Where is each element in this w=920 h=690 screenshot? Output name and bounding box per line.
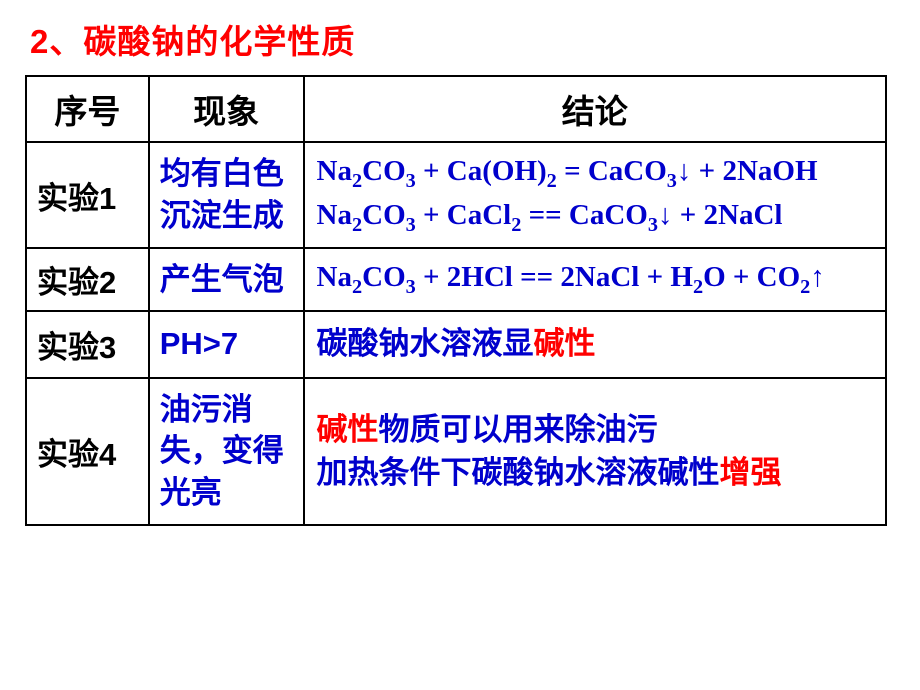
eq1-part: + Ca(OH) [416, 155, 547, 187]
sub: 2 [800, 276, 810, 298]
sub: 3 [406, 170, 416, 192]
cell-index: 实验2 [26, 248, 149, 310]
text-part: 碱性 [317, 412, 379, 447]
eq2-part: == CaCO [521, 199, 648, 231]
eq2-part: + CaCl [416, 199, 511, 231]
sub: 2 [352, 170, 362, 192]
header-conclusion: 结论 [304, 76, 886, 142]
cell-phenom: 产生气泡 [149, 248, 304, 310]
table-row: 实验4 油污消失，变得光亮 碱性物质可以用来除油污 加热条件下碳酸钠水溶液碱性增… [26, 378, 886, 526]
eq-part: O + CO [703, 261, 800, 293]
text-part: 碱性 [534, 326, 596, 361]
sub: 2 [693, 276, 703, 298]
title-number: 2、 [30, 23, 83, 60]
eq1-part: ↓ + 2NaOH [677, 155, 818, 187]
cell-conclusion: 碳酸钠水溶液显碱性 [304, 311, 886, 378]
cell-index: 实验4 [26, 378, 149, 526]
sub: 3 [667, 170, 677, 192]
eq2-part: ↓ + 2NaCl [658, 199, 782, 231]
eq1-part: Na [317, 155, 352, 187]
eq1-part: = CaCO [557, 155, 667, 187]
chemistry-table: 序号 现象 结论 实验1 均有白色沉淀生成 Na2CO3 + Ca(OH)2 =… [25, 75, 887, 526]
table-row: 实验1 均有白色沉淀生成 Na2CO3 + Ca(OH)2 = CaCO3↓ +… [26, 142, 886, 248]
eq2-part: Na [317, 199, 352, 231]
eq-part: CO [362, 261, 406, 293]
eq-part: + 2HCl == 2NaCl + H [416, 261, 693, 293]
cell-conclusion: Na2CO3 + 2HCl == 2NaCl + H2O + CO2↑ [304, 248, 886, 310]
eq-part: Na [317, 261, 352, 293]
text-part: 加热条件下碳酸钠水溶液碱性 [317, 455, 720, 490]
table-header-row: 序号 现象 结论 [26, 76, 886, 142]
cell-conclusion: 碱性物质可以用来除油污 加热条件下碳酸钠水溶液碱性增强 [304, 378, 886, 526]
cell-phenom: 油污消失，变得光亮 [149, 378, 304, 526]
eq2-part: CO [362, 199, 406, 231]
eq-part: ↑ [810, 261, 825, 293]
cell-phenom: 均有白色沉淀生成 [149, 142, 304, 248]
text-part: 碳酸钠水溶液显 [317, 326, 534, 361]
sub: 2 [352, 276, 362, 298]
eq1-part: CO [362, 155, 406, 187]
table-row: 实验3 PH>7 碳酸钠水溶液显碱性 [26, 311, 886, 378]
cell-index: 实验3 [26, 311, 149, 378]
sub: 3 [406, 276, 416, 298]
table-row: 实验2 产生气泡 Na2CO3 + 2HCl == 2NaCl + H2O + … [26, 248, 886, 310]
text-part: 增强 [720, 455, 782, 490]
cell-conclusion: Na2CO3 + Ca(OH)2 = CaCO3↓ + 2NaOH Na2CO3… [304, 142, 886, 248]
text-part: 物质可以用来除油污 [379, 412, 658, 447]
sub: 2 [511, 214, 521, 236]
sub: 2 [547, 170, 557, 192]
header-index: 序号 [26, 76, 149, 142]
sub: 3 [406, 214, 416, 236]
sub: 2 [352, 214, 362, 236]
page-title: 2、碳酸钠的化学性质 [25, 15, 895, 63]
header-phenom: 现象 [149, 76, 304, 142]
cell-index: 实验1 [26, 142, 149, 248]
cell-phenom: PH>7 [149, 311, 304, 378]
sub: 3 [648, 214, 658, 236]
title-text: 碳酸钠的化学性质 [83, 23, 355, 60]
